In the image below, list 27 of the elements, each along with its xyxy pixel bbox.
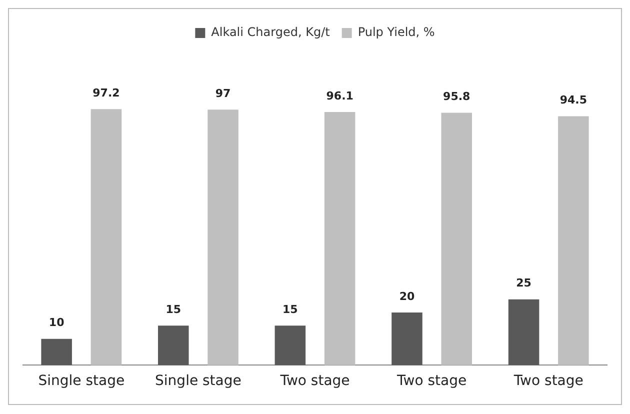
bar xyxy=(208,110,238,366)
bar xyxy=(90,109,122,366)
data-label: 15 xyxy=(166,303,182,316)
x-tick-label: Two stage xyxy=(396,373,467,390)
x-tick-label: Two stage xyxy=(512,373,584,390)
data-label: 20 xyxy=(399,290,415,303)
bar xyxy=(158,326,189,366)
x-tick-label: Two stage xyxy=(279,373,350,390)
bar xyxy=(441,112,472,366)
data-label: 97 xyxy=(215,86,231,100)
data-label: 94.5 xyxy=(560,94,587,107)
data-label: 15 xyxy=(282,303,298,316)
data-label: 97.2 xyxy=(92,86,120,100)
data-label: 25 xyxy=(516,276,532,290)
data-label: 95.8 xyxy=(443,90,470,104)
legend-label: Pulp Yield, % xyxy=(358,25,435,40)
x-tick-label: Single stage xyxy=(38,373,125,390)
bar xyxy=(392,312,422,366)
bar xyxy=(508,299,540,366)
x-tick-label: Single stage xyxy=(155,373,242,390)
legend-label: Alkali Charged, Kg/t xyxy=(211,25,330,40)
bar xyxy=(41,338,72,366)
bar xyxy=(558,116,589,366)
data-label: 96.1 xyxy=(326,89,354,102)
bar xyxy=(274,326,306,366)
bar xyxy=(324,112,356,366)
data-label: 10 xyxy=(48,316,65,330)
